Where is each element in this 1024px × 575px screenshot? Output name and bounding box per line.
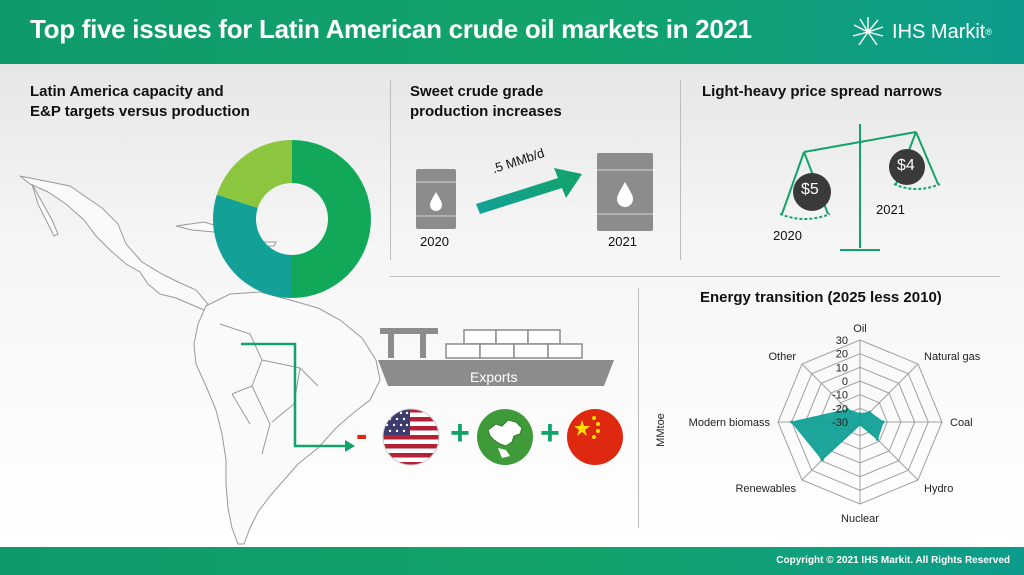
sweet-year-2020: 2020 [420,234,449,249]
spread-year-2020: 2020 [773,228,802,243]
export-ship-icon [378,328,614,386]
donut-segment-dark [292,140,371,298]
sweet-year-2021: 2021 [608,234,637,249]
logo-swirl-icon [852,17,884,46]
radar-tick-label: -20 [832,403,848,415]
radar-category-label: Hydro [924,483,953,495]
plus-sign-2: + [540,414,560,452]
usa-flag-icon [382,408,440,466]
latin-america-map [19,175,381,545]
europe-globe-icon [477,409,533,465]
divider-vertical-1 [390,80,391,260]
radar-tick-label: 20 [836,349,848,361]
radar-point-natural-gas [868,410,872,414]
radar-category-label: Modern biomass [689,417,771,429]
capacity-donut-chart [212,140,371,298]
radar-category-label: Coal [950,417,973,429]
divider-vertical-3 [638,288,639,528]
header-bar: Top five issues for Latin American crude… [0,0,1024,64]
sweet-title-line1: Sweet crude grade [410,83,544,100]
radar-category-label: Renewables [735,483,796,495]
capacity-title: Latin America capacity and E&P targets v… [30,82,250,122]
capacity-title-line2: E&P targets versus production [30,103,250,120]
page-title: Top five issues for Latin American crude… [30,14,752,44]
radar-point-oil [858,412,862,416]
radar-axis-label: MMtoe [655,413,667,447]
radar-point-other [845,407,849,411]
copyright-text: Copyright © 2021 IHS Markit. All Rights … [776,555,1010,566]
radar-tick-label: 30 [836,335,848,347]
radar-category-label: Oil [853,323,866,335]
production-increase-arrow [476,168,582,214]
exports-label: Exports [470,369,518,385]
footer-bar: Copyright © 2021 IHS Markit. All Rights … [0,547,1024,575]
divider-vertical-2 [680,80,681,260]
china-flag-icon [567,409,623,465]
price-2020-badge [793,173,831,211]
energy-transition-radar-chart: 30 2010 0 -10-20 -30 Oil Natural gas Coal Hydro N… [655,323,981,525]
radar-tick-label: 0 [842,376,848,388]
spread-title: Light-heavy price spread narrows [702,83,943,100]
donut-segment-teal [212,194,292,298]
export-connector-arrow [241,342,355,452]
plus-sign-1: + [450,414,470,452]
sweet-title: Sweet crude grade production increases [410,82,562,122]
radar-category-label: Other [768,351,796,363]
radar-tick-label: -10 [832,390,848,402]
barrel-2021-icon [597,153,653,231]
divider-horizontal [390,276,1000,277]
radar-tick-label: -30 [832,417,848,429]
radar-point-hydro [875,437,879,441]
barrel-2020-icon [416,169,456,229]
radar-point-renewables [820,458,824,462]
price-2020-value: $5 [801,181,819,198]
capacity-title-line1: Latin America capacity and [30,83,224,100]
price-balance-scale [779,124,941,251]
radar-point-coal [881,420,885,424]
sweet-title-line2: production increases [410,103,562,120]
radar-point-modern-biomass [790,420,794,424]
logo-registered: ® [985,27,992,37]
energy-title: Energy transition (2025 less 2010) [700,289,942,306]
price-2021-value: $4 [897,157,915,174]
logo-text: IHS Markit [892,20,986,43]
radar-category-label: Natural gas [924,351,981,363]
content-area: Latin America capacity and E&P targets v… [0,64,1024,547]
spread-year-2021: 2021 [876,202,905,217]
radar-tick-label: 10 [836,362,848,374]
radar-category-label: Nuclear [841,513,879,525]
price-2021-badge [889,149,925,185]
minus-sign: - [356,416,368,454]
donut-segment-light [216,140,292,208]
radar-point-nuclear [858,423,862,427]
ihs-markit-logo: IHS Markit ® [850,14,992,50]
